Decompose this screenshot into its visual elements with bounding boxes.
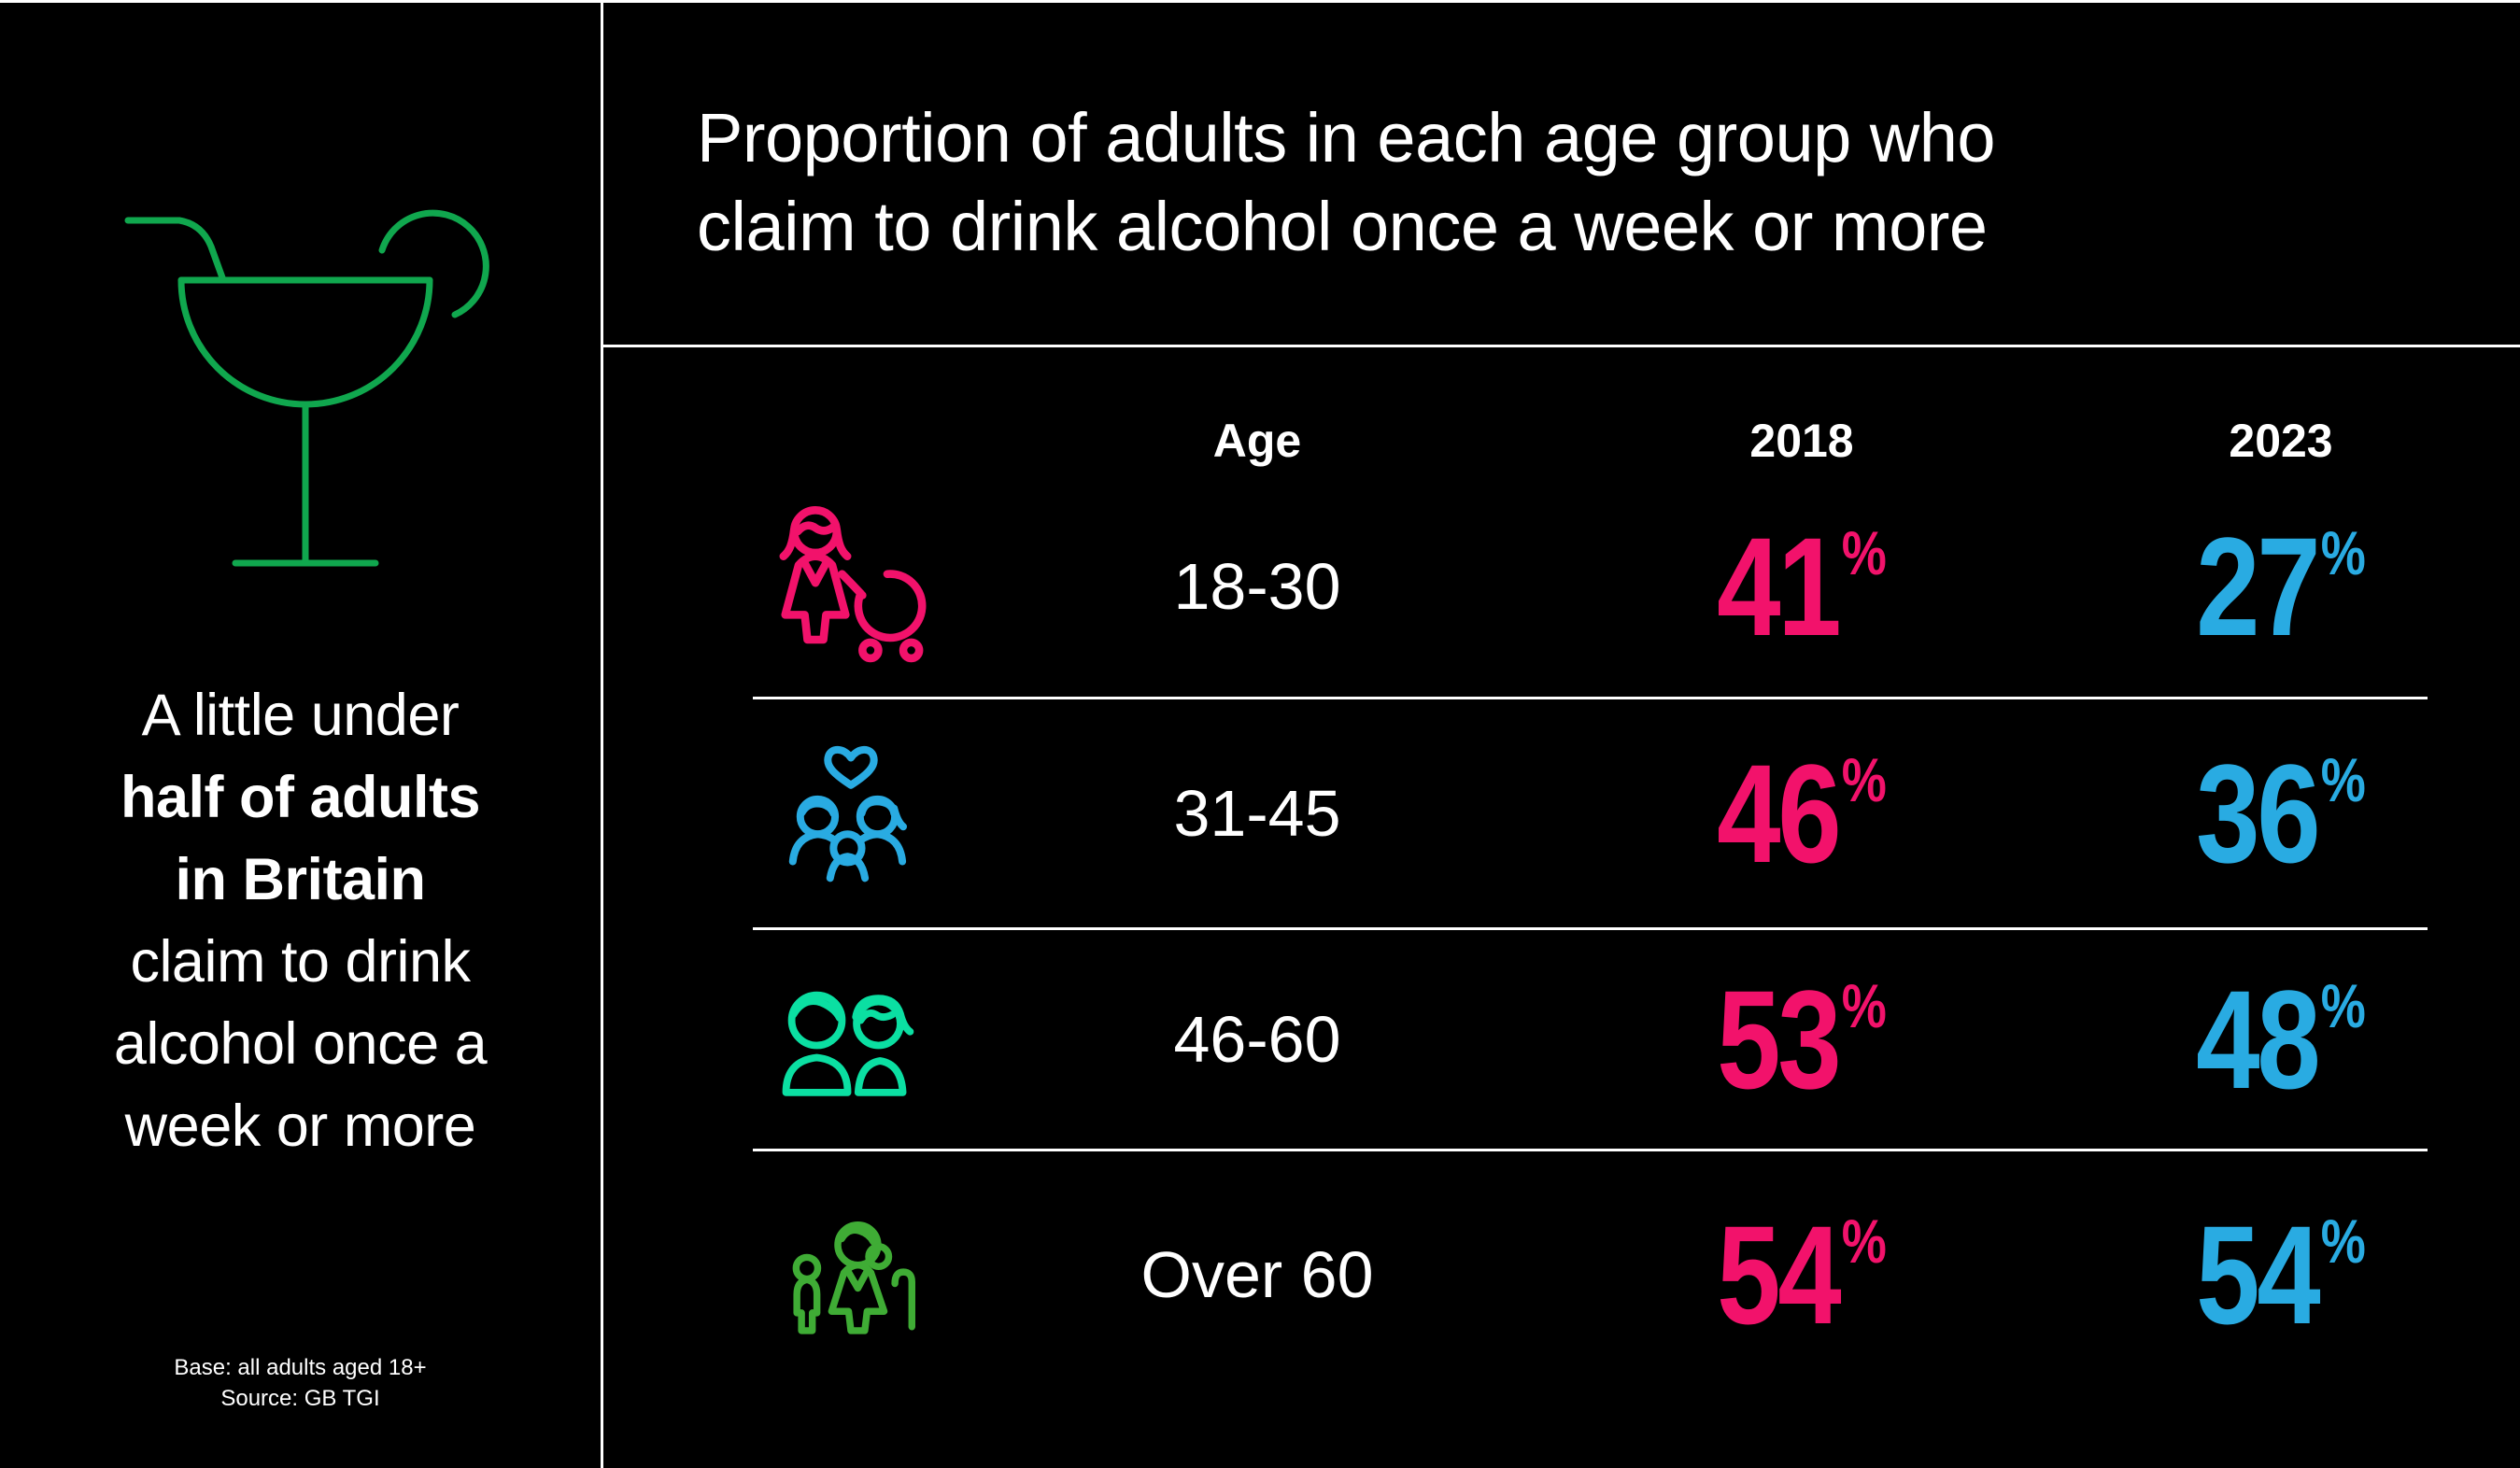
page-title-line: claim to drink alcohol once a week or mo… — [697, 188, 1988, 265]
value-2023: 54 % — [2196, 1205, 2366, 1345]
value-2023-number: 27 — [2196, 508, 2321, 665]
value-2018: 41 % — [1717, 516, 1887, 656]
percent-sign: % — [1841, 745, 1887, 814]
table-row: 31-45 46 % 36 % — [603, 699, 2520, 927]
footnote-line: Base: all adults aged 18+ — [174, 1355, 427, 1380]
age-group-label: 18-30 — [1173, 550, 1341, 623]
statement-line: in Britain — [175, 847, 426, 912]
statement: A little under half of adults in Britain cl… — [0, 674, 601, 1167]
age-group-label: 31-45 — [1173, 777, 1341, 850]
table-row: 18-30 41 % 27 % — [603, 476, 2520, 697]
percent-sign: % — [2320, 745, 2366, 814]
left-panel: A little under half of adults in Britain cl… — [0, 0, 601, 1468]
value-2018: 54 % — [1717, 1205, 1887, 1345]
row-divider-line — [753, 1149, 2428, 1151]
row-divider-line — [753, 927, 2428, 930]
title-divider-line — [603, 345, 2520, 347]
column-header-age: Age — [1212, 415, 1302, 467]
footnote-line: Source: GB TGI — [220, 1386, 380, 1411]
column-header-2018: 2018 — [1749, 415, 1854, 467]
value-2023-number: 36 — [2196, 735, 2321, 892]
value-2018-number: 53 — [1717, 961, 1842, 1118]
statement-line: half of adults — [120, 765, 481, 830]
percent-sign: % — [2320, 1207, 2366, 1276]
page-title-line: Proportion of adults in each age group w… — [697, 99, 1996, 176]
value-2023: 27 % — [2196, 516, 2366, 656]
percent-sign: % — [1841, 518, 1887, 587]
main-panel: Proportion of adults in each age group w… — [603, 0, 2520, 1468]
percent-sign: % — [1841, 971, 1887, 1040]
value-2018: 46 % — [1717, 743, 1887, 883]
cocktail-glass-icon — [84, 187, 514, 579]
grandparent-with-child-icon — [778, 1195, 925, 1354]
page-title: Proportion of adults in each age group w… — [697, 93, 1996, 271]
mother-with-pram-icon — [772, 498, 931, 675]
top-border-line — [0, 0, 2520, 3]
row-divider-line — [753, 697, 2428, 699]
column-header-2023: 2023 — [2229, 415, 2333, 467]
value-2023: 48 % — [2196, 969, 2366, 1109]
statement-line: claim to drink — [130, 929, 471, 995]
percent-sign: % — [1841, 1207, 1887, 1276]
statement-line: A little under — [141, 683, 460, 748]
table: 18-30 41 % 27 % 31-45 46 % 36 % 46-60 53… — [603, 476, 2520, 1398]
value-2023-number: 48 — [2196, 961, 2321, 1118]
vertical-divider-line — [601, 0, 603, 1468]
percent-sign: % — [2320, 971, 2366, 1040]
age-group-label: Over 60 — [1140, 1238, 1374, 1311]
family-with-heart-icon — [776, 730, 926, 896]
value-2018-number: 41 — [1717, 508, 1842, 665]
statement-line: alcohol once a — [113, 1011, 488, 1077]
value-2023-number: 54 — [2196, 1196, 2321, 1353]
value-2018-number: 54 — [1717, 1196, 1842, 1353]
age-group-label: 46-60 — [1173, 1003, 1341, 1076]
percent-sign: % — [2320, 518, 2366, 587]
value-2018: 53 % — [1717, 969, 1887, 1109]
statement-line: week or more — [124, 1094, 476, 1159]
table-row: Over 60 54 % 54 % — [603, 1151, 2520, 1398]
table-row: 46-60 53 % 48 % — [603, 930, 2520, 1149]
value-2023: 36 % — [2196, 743, 2366, 883]
couple-icon — [774, 977, 928, 1103]
footnote: Base: all adults aged 18+ Source: GB TGI — [0, 1352, 601, 1414]
value-2018-number: 46 — [1717, 735, 1842, 892]
